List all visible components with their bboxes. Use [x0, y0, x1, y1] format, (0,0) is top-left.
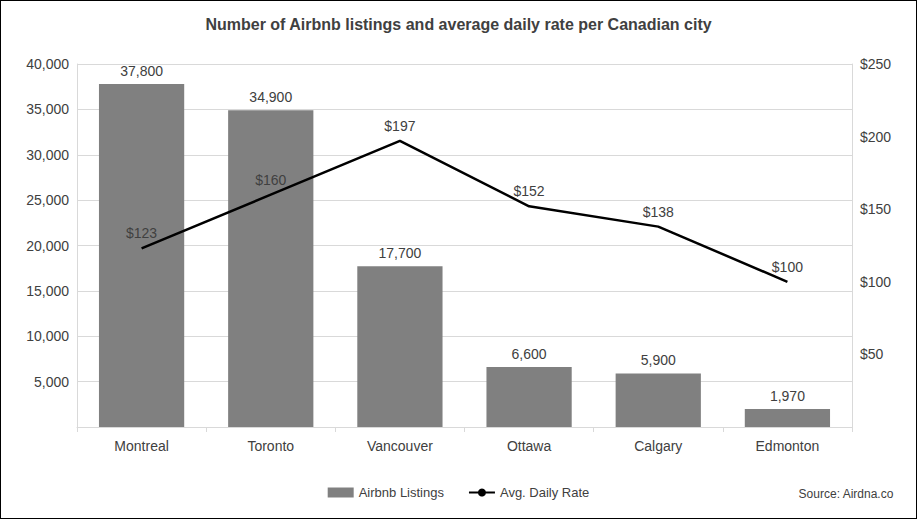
svg-text:15,000: 15,000 — [26, 283, 69, 299]
svg-text:5,900: 5,900 — [641, 352, 676, 368]
svg-text:Vancouver: Vancouver — [367, 438, 433, 454]
svg-text:20,000: 20,000 — [26, 238, 69, 254]
svg-text:10,000: 10,000 — [26, 328, 69, 344]
svg-text:25,000: 25,000 — [26, 192, 69, 208]
svg-text:$50: $50 — [860, 346, 884, 362]
svg-text:Ottawa: Ottawa — [507, 438, 552, 454]
svg-text:Calgary: Calgary — [634, 438, 682, 454]
svg-text:$152: $152 — [514, 183, 545, 199]
svg-text:Edmonton: Edmonton — [756, 438, 820, 454]
svg-text:$150: $150 — [860, 201, 891, 217]
svg-text:5,000: 5,000 — [34, 374, 69, 390]
svg-text:$197: $197 — [384, 118, 415, 134]
svg-text:$100: $100 — [860, 274, 891, 290]
svg-text:Montreal: Montreal — [114, 438, 168, 454]
svg-text:30,000: 30,000 — [26, 147, 69, 163]
svg-text:40,000: 40,000 — [26, 56, 69, 72]
svg-text:6,600: 6,600 — [512, 346, 547, 362]
svg-text:34,900: 34,900 — [249, 89, 292, 105]
svg-text:Airbnb Listings: Airbnb Listings — [359, 485, 445, 500]
svg-text:$138: $138 — [643, 204, 674, 220]
svg-text:17,700: 17,700 — [379, 245, 422, 261]
svg-text:1,970: 1,970 — [770, 388, 805, 404]
svg-text:$123: $123 — [126, 225, 157, 241]
svg-text:$200: $200 — [860, 129, 891, 145]
svg-text:37,800: 37,800 — [120, 63, 163, 79]
svg-text:$250: $250 — [860, 56, 891, 72]
svg-text:Toronto: Toronto — [247, 438, 294, 454]
svg-text:Source: Airdna.co: Source: Airdna.co — [799, 487, 894, 501]
svg-text:$160: $160 — [255, 172, 286, 188]
svg-text:$100: $100 — [772, 259, 803, 275]
svg-text:Number of Airbnb listings and: Number of Airbnb listings and average da… — [205, 16, 711, 33]
svg-text:35,000: 35,000 — [26, 101, 69, 117]
svg-text:Avg. Daily Rate: Avg. Daily Rate — [500, 485, 589, 500]
